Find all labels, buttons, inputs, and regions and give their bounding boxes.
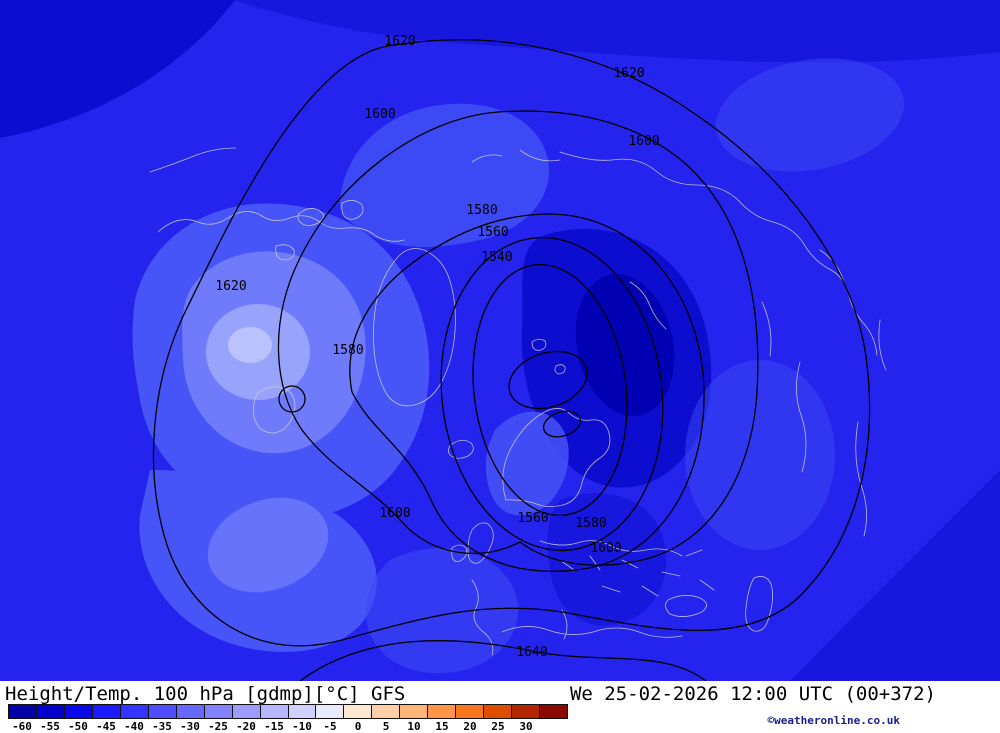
colorbar-cell	[176, 705, 205, 718]
colorbar-cell	[9, 705, 37, 718]
coast-arctic-canada	[157, 211, 405, 242]
colorbar-cell	[512, 705, 541, 718]
coast-novaya-zemlya	[629, 281, 667, 330]
colorbar-cell	[288, 705, 317, 718]
coast-baltic	[539, 540, 683, 557]
borders-europe	[559, 549, 715, 597]
colorbar-labels: -60 -55 -50 -45 -40 -35 -30 -25 -20 -15 -10 -5 0 5 10 1…	[8, 720, 568, 733]
colorbar-tick-label: 15	[435, 720, 449, 733]
colorbar-cell	[316, 705, 345, 718]
colorbar-tick-label: 20	[463, 720, 477, 733]
colorbar-cell	[232, 705, 261, 718]
colorbar-cell	[260, 705, 289, 718]
colorbar-tick-label: 25	[491, 720, 505, 733]
colorbar-cell	[92, 705, 121, 718]
coast-iceland	[448, 439, 474, 459]
coast-scandinavia	[502, 408, 611, 507]
colorbar-cell	[148, 705, 177, 718]
coast-black-sea	[665, 595, 707, 617]
colorbar-tick-label: -40	[124, 720, 144, 733]
colorbar-tick-label: -30	[180, 720, 200, 733]
colorbar-cell	[456, 705, 485, 718]
borders-asia	[761, 249, 887, 537]
coast-siberia	[559, 151, 878, 356]
colorbar-cell	[400, 705, 429, 718]
contour-inner-2	[542, 410, 582, 438]
temperature-shading	[0, 0, 1000, 681]
map-title: Height/Temp. 100 hPa [gdmp][°C] GFS	[5, 683, 406, 705]
colorbar-tick-label: -50	[68, 720, 88, 733]
colorbar-cell	[344, 705, 373, 718]
coast-pacific-na	[149, 147, 237, 173]
coast-mediterranean	[501, 626, 683, 638]
weather-map: 1620 1620 1600 1600 1580 1560 1540 1620 1580 1600…	[0, 0, 1000, 681]
colorbar-cell	[484, 705, 513, 718]
weather-map-graphic	[0, 0, 1000, 681]
coast-chukotka	[471, 149, 561, 163]
colorbar-tick-label: -15	[264, 720, 284, 733]
contour-1580	[349, 213, 705, 572]
contour-inner-1	[508, 350, 588, 410]
colorbar-cell	[36, 705, 65, 718]
map-datetime: We 25-02-2026 12:00 UTC (00+372)	[569, 683, 936, 705]
height-contours	[152, 39, 871, 681]
colorbar-tick-label: -60	[12, 720, 32, 733]
contour-1640	[299, 640, 707, 681]
coast-caspian	[745, 576, 773, 632]
colorbar-tick-label: 5	[382, 720, 390, 733]
footer: Height/Temp. 100 hPa [gdmp][°C] GFS We 2…	[0, 681, 1000, 733]
colorbar-cell	[372, 705, 401, 718]
contour-1560	[440, 236, 664, 552]
colorbar-tick-label: 30	[519, 720, 533, 733]
contour-1620	[152, 39, 871, 647]
colorbar-cell	[120, 705, 149, 718]
colorbar-tick-label: 10	[407, 720, 421, 733]
copyright-watermark: ©weatheronline.co.uk	[767, 714, 900, 727]
colorbar-tick-label: -20	[236, 720, 256, 733]
coast-west-europe	[471, 579, 494, 656]
contour-1540	[472, 263, 628, 517]
colorbar-tick-label: -5	[323, 720, 337, 733]
colorbar-tick-label: -10	[292, 720, 312, 733]
coast-uk	[451, 522, 494, 564]
contour-closed-left	[278, 385, 306, 413]
coast-svalbard	[531, 338, 566, 375]
colorbar-tick-label: -35	[152, 720, 172, 733]
colorbar-cell	[540, 705, 568, 718]
colorbar-tick-label: -45	[96, 720, 116, 733]
colorbar-tick-label: 0	[354, 720, 362, 733]
contour-1600	[277, 110, 759, 566]
colorbar-tick-label: -25	[208, 720, 228, 733]
colorbar-cell	[204, 705, 233, 718]
colorbar	[8, 704, 568, 719]
coast-greenland	[373, 248, 456, 407]
colorbar-cell	[428, 705, 457, 718]
colorbar-tick-label: -55	[40, 720, 60, 733]
coast-arctic-islands	[275, 200, 364, 261]
colorbar-cell	[64, 705, 93, 718]
